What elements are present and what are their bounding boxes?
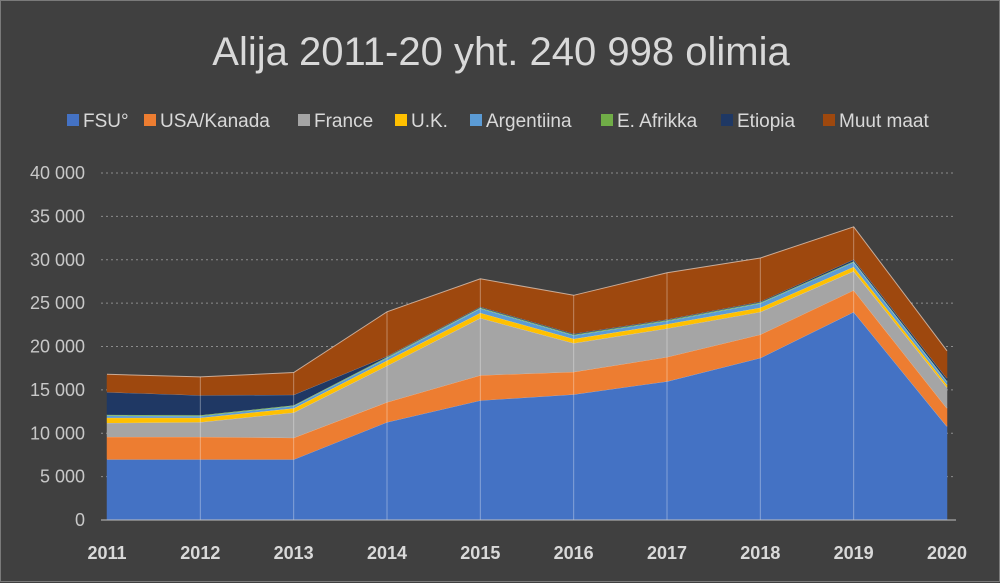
y-tick-label: 35 000 [30,206,85,226]
y-tick-label: 5 000 [40,467,85,487]
legend-swatch-u-k [395,114,407,126]
x-tick-label: 2015 [460,543,500,563]
y-tick-label: 30 000 [30,250,85,270]
legend-label-muut-maat: Muut maat [839,111,929,132]
y-tick-label: 10 000 [30,423,85,443]
x-tick-label: 2018 [740,543,780,563]
legend: FSU° USA/Kanada France U.K. Argentiina E. Afr… [67,111,929,132]
legend-swatch-argentiina [470,114,482,126]
legend-label-fsu: FSU° [83,111,129,132]
x-tick-label: 2013 [274,543,314,563]
legend-label-etiopia: Etiopia [737,111,796,132]
x-tick-label: 2020 [927,543,967,563]
legend-label-argentiina: Argentiina [486,111,572,132]
x-tick-label: 2014 [367,543,407,563]
legend-label-u-k: U.K. [411,111,448,132]
area-edge-muut-maat [106,226,948,378]
x-tick-label: 2011 [87,543,126,563]
y-tick-label: 20 000 [30,337,85,357]
legend-swatch-fsu [67,114,79,126]
legend-label-france: France [314,111,373,132]
x-tick-label: 2017 [647,543,687,563]
area-series [101,226,956,521]
x-axis: 2011 2012 2013 2014 2015 2016 2017 2018 2019 2020 [87,543,967,563]
legend-swatch-etiopia [721,114,733,126]
legend-label-e-afrikka: E. Afrikka [617,111,698,132]
y-axis: 0 5 000 10 000 15 000 20 000 25 000 30 000 35 0… [30,163,85,530]
legend-swatch-muut-maat [823,114,835,126]
legend-swatch-e-afrikka [601,114,613,126]
legend-swatch-usa-kanada [144,114,156,126]
y-tick-label: 25 000 [30,293,85,313]
y-tick-label: 0 [75,510,85,530]
x-tick-label: 2012 [180,543,220,563]
chart-title: Alija 2011-20 yht. 240 998 olimia [212,30,790,74]
x-tick-label: 2019 [834,543,874,563]
legend-label-usa-kanada: USA/Kanada [160,111,270,132]
x-tick-label: 2016 [554,543,594,563]
y-tick-label: 15 000 [30,380,85,400]
legend-swatch-france [298,114,310,126]
y-tick-label: 40 000 [30,163,85,183]
